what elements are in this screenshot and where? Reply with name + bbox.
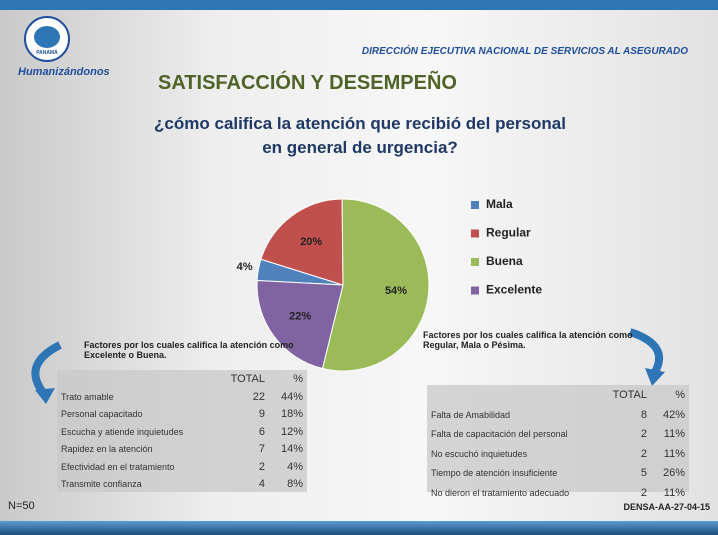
legend-swatch — [471, 201, 479, 209]
data-label: 22% — [289, 311, 311, 323]
org-title: DIRECCIÓN EJECUTIVA NACIONAL DE SERVICIO… — [361, 46, 688, 57]
bottom-bar — [0, 521, 718, 535]
table-row: No escuchó inquietudes 2 11% — [427, 444, 689, 464]
table-cell: Tiempo de atención insuficiente — [431, 468, 558, 479]
legend-swatch — [471, 258, 479, 266]
table-cell: 2 — [258, 460, 265, 473]
data-label: 54% — [385, 285, 407, 297]
table-cell: 11% — [663, 428, 685, 441]
slide-code: DENSA-AA-27-04-15 — [623, 502, 710, 512]
table-cell: 7 — [258, 443, 265, 456]
table-row: Trato amable 22 44% — [57, 388, 307, 406]
table-cell: 18% — [280, 408, 303, 421]
table-cell: Escucha y atiende inquietudes — [61, 426, 184, 437]
table-cell: 26% — [662, 467, 685, 480]
arrow — [628, 328, 663, 374]
table-cell: 9 — [258, 408, 265, 421]
table-cell: 4% — [287, 460, 303, 473]
table-row: No dieron el tratamiento adecuado 2 11% — [427, 483, 689, 503]
table-cell: 2 — [640, 486, 647, 499]
legend-label: Regular — [486, 226, 531, 240]
table-row: Transmite confianza 4 8% — [57, 476, 307, 494]
table-cell: No dieron el tratamiento adecuado — [431, 487, 570, 498]
table-cell: Personal capacitado — [61, 409, 143, 420]
table-row: Escucha y atiende inquietudes 6 12% — [57, 423, 307, 441]
header-cell: % — [293, 373, 303, 385]
logo-text: PANAMÁ — [36, 50, 58, 56]
table-cell: 2 — [640, 447, 647, 460]
table-cell: Trato amable — [61, 391, 114, 402]
legend-label: Buena — [486, 254, 523, 268]
legend-label: Excelente — [486, 283, 542, 297]
slogan: Humanizándonos — [18, 66, 110, 78]
left-table-title: Factores por los cuales califica la aten… — [84, 340, 294, 360]
pie-slice — [256, 279, 344, 370]
pie-slice — [321, 198, 430, 372]
legend-swatch — [471, 286, 479, 295]
table-cell: 12% — [280, 425, 303, 438]
table-cell: Falta de capacitación del personal — [431, 429, 568, 440]
table-cell: 11% — [663, 486, 685, 499]
data-label: 4% — [237, 261, 253, 273]
table-cell: 4 — [258, 478, 265, 491]
table-cell: 6 — [258, 425, 265, 438]
table-cell: 11% — [663, 447, 685, 460]
table-row: Efectividad en el tratamiento 2 4% — [57, 458, 307, 476]
table-row: Personal capacitado 9 18% — [57, 406, 307, 424]
header-row: TOTAL% — [427, 385, 689, 405]
table-cell: Transmite confianza — [61, 479, 142, 490]
table-cell: 8% — [287, 478, 303, 491]
table-row: Falta de Amabilidad 8 42% — [427, 405, 689, 425]
table-cell: 5 — [640, 467, 647, 480]
table-cell: Falta de Amabilidad — [431, 409, 511, 420]
sample-size: N=50 — [8, 500, 35, 512]
top-bar — [0, 0, 718, 10]
data-label: 20% — [300, 236, 322, 248]
header-cell: TOTAL — [612, 389, 647, 401]
header-cell: % — [675, 389, 685, 401]
table-cell: 44% — [280, 390, 303, 403]
logo: PANAMÁ — [24, 16, 70, 62]
right-table: TOTAL% Falta de Amabilidad 8 42% Falta de ca… — [427, 385, 689, 499]
table-cell: 14% — [280, 443, 303, 456]
legend-label: Mala — [486, 197, 513, 211]
header-cell: TOTAL — [230, 373, 265, 385]
left-table: TOTAL% Trato amable 22 44% Personal capacita… — [57, 370, 307, 492]
table-row: Tiempo de atención insuficiente 5 26% — [427, 464, 689, 484]
table-cell: Efectividad en el tratamiento — [61, 461, 175, 472]
chart-title: SATISFACCIÓN Y DESEMPEÑO — [158, 72, 457, 94]
arrow-head — [645, 368, 665, 386]
header-row: TOTAL% — [57, 370, 307, 388]
table-cell: No escuchó inquietudes — [431, 448, 528, 459]
table-cell: 22 — [252, 390, 265, 403]
table-row: Falta de capacitación del personal 2 11% — [427, 425, 689, 445]
chart-subtitle: ¿cómo califica la atención que recibió d… — [154, 114, 566, 157]
table-cell: 2 — [640, 428, 647, 441]
arrow-head — [35, 388, 55, 404]
table-row: Rapidez en la atención 7 14% — [57, 441, 307, 459]
pie-slice — [260, 198, 344, 286]
table-cell: Rapidez en la atención — [61, 444, 153, 455]
table-cell: 42% — [662, 408, 685, 421]
table-cell: 8 — [640, 408, 647, 421]
legend-swatch — [471, 229, 479, 238]
right-table-title: Factores por los cuales califica la aten… — [423, 330, 633, 350]
